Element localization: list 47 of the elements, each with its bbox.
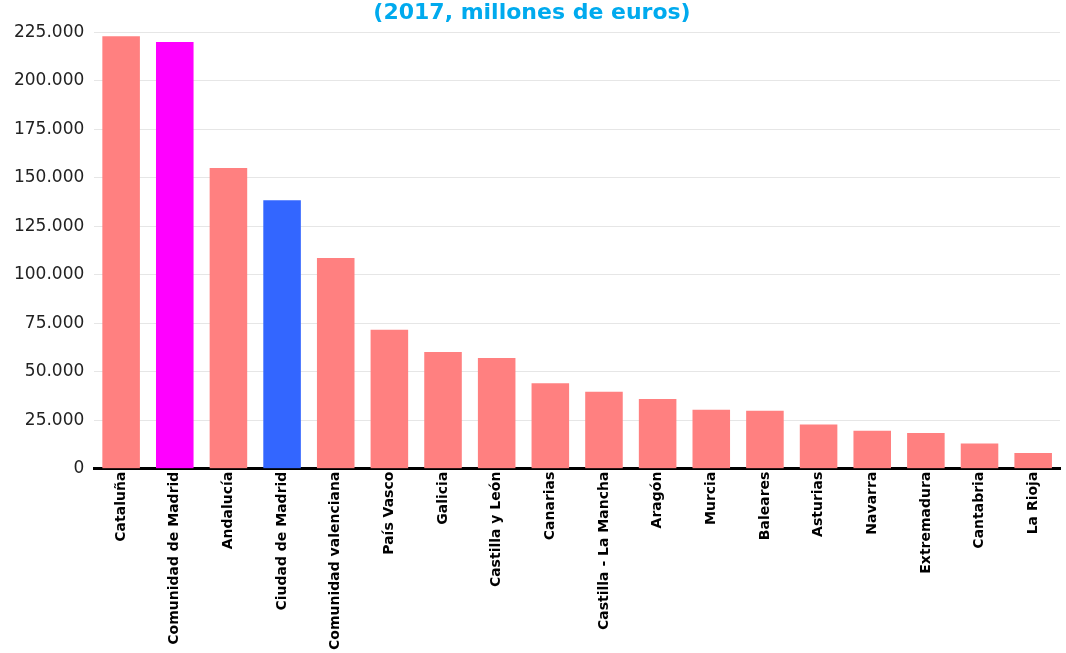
x-tick-label: País Vasco bbox=[380, 471, 397, 555]
y-tick-label: 175.000 bbox=[13, 117, 85, 138]
chart-subtitle: (2017, millones de euros) bbox=[373, 0, 691, 24]
bar bbox=[424, 351, 462, 469]
bar bbox=[960, 443, 999, 469]
x-tick-label: Asturias bbox=[809, 471, 826, 537]
y-tick-label: 150.000 bbox=[13, 166, 85, 187]
bar bbox=[692, 409, 731, 469]
x-tick-label: Andalucía bbox=[219, 471, 236, 550]
bar bbox=[102, 36, 140, 469]
x-tick-label: Canarias bbox=[540, 471, 557, 541]
y-tick-label: 100.000 bbox=[13, 263, 85, 284]
x-tick-label: Extremadura bbox=[916, 471, 933, 574]
x-tick-label: Murcia bbox=[701, 471, 718, 525]
x-tick-label: Aragón bbox=[648, 471, 665, 529]
x-tick-label: Navarra bbox=[862, 471, 879, 535]
y-tick-label: 75.000 bbox=[24, 311, 85, 332]
bar bbox=[156, 42, 194, 469]
y-tick-label: 25.000 bbox=[24, 408, 85, 429]
bar bbox=[1014, 453, 1052, 469]
x-tick-label: Cantabria bbox=[970, 471, 987, 549]
x-tick-label: Comunidad de Madrid bbox=[165, 471, 182, 645]
bar bbox=[209, 168, 248, 469]
x-tick-label: Ciudad de Madrid bbox=[272, 471, 289, 611]
x-tick-label: Cataluña bbox=[111, 471, 128, 542]
bar bbox=[370, 329, 409, 469]
x-tick-label: La Rioja bbox=[1023, 471, 1040, 535]
bar bbox=[263, 200, 301, 469]
x-tick-label: Castilla - La Mancha bbox=[594, 471, 611, 631]
bar bbox=[638, 399, 677, 469]
bar bbox=[316, 258, 355, 469]
bar bbox=[746, 410, 784, 469]
y-tick-label: 225.000 bbox=[13, 20, 85, 41]
x-tick-label: Galicia bbox=[433, 471, 450, 525]
x-tick-label: Castilla y León bbox=[487, 471, 504, 588]
bar bbox=[907, 432, 945, 469]
y-tick-label: 125.000 bbox=[13, 214, 85, 235]
y-tick-label: 50.000 bbox=[24, 360, 85, 381]
y-tick-label: 200.000 bbox=[13, 69, 85, 90]
bar bbox=[531, 383, 570, 469]
x-tick-label: Comunidad valenciana bbox=[326, 471, 343, 650]
bar bbox=[585, 391, 623, 469]
bar bbox=[799, 424, 838, 469]
x-tick-label: Baleares bbox=[755, 471, 772, 541]
bar bbox=[477, 358, 516, 469]
y-tick-label: 0 bbox=[73, 457, 85, 478]
bar bbox=[853, 430, 891, 469]
